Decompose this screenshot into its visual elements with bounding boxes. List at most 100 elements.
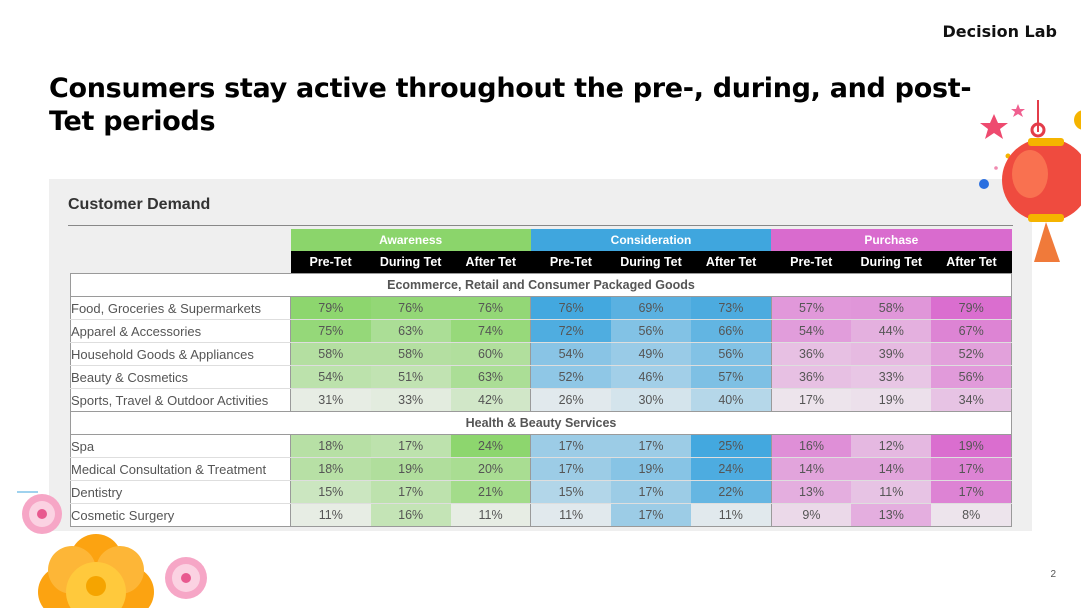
group-header-purchase: Purchase xyxy=(771,229,1012,251)
value-cell: 58% xyxy=(851,296,932,320)
value-cell: 20% xyxy=(450,457,532,481)
value-cell: 11% xyxy=(290,503,371,527)
value-cell: 18% xyxy=(290,457,371,481)
value-cell: 16% xyxy=(771,434,852,458)
subheader-cell: Pre-Tet xyxy=(530,251,611,274)
row-label: Sports, Travel & Outdoor Activities xyxy=(70,388,291,412)
value-cell: 36% xyxy=(771,342,852,366)
page-number: 2 xyxy=(1050,569,1056,580)
group-header-blank xyxy=(71,229,291,251)
value-cell: 58% xyxy=(370,342,451,366)
table-row: Household Goods & Appliances 58% 58% 60% 54%… xyxy=(70,342,1013,366)
value-cell: 57% xyxy=(691,365,772,389)
value-cell: 31% xyxy=(290,388,371,412)
value-cell: 46% xyxy=(610,365,692,389)
value-cell: 76% xyxy=(450,296,532,320)
value-cell: 17% xyxy=(610,503,692,527)
table-row: Dentistry 15% 17% 21% 15% 17% 22% 13% 11% 17% xyxy=(70,480,1013,504)
subheader-cell: Pre-Tet xyxy=(290,251,371,274)
value-cell: 11% xyxy=(691,503,772,527)
value-cell: 79% xyxy=(931,296,1013,320)
value-cell: 58% xyxy=(290,342,371,366)
row-label: Medical Consultation & Treatment xyxy=(70,457,291,481)
value-cell: 36% xyxy=(771,365,852,389)
value-cell: 9% xyxy=(771,503,852,527)
value-cell: 15% xyxy=(290,480,371,504)
row-label: Beauty & Cosmetics xyxy=(70,365,291,389)
value-cell: 33% xyxy=(851,365,932,389)
value-cell: 17% xyxy=(530,457,611,481)
customer-demand-panel: Customer Demand Awareness Consideration … xyxy=(49,179,1032,531)
row-label: Cosmetic Surgery xyxy=(70,503,291,527)
value-cell: 21% xyxy=(450,480,532,504)
value-cell: 51% xyxy=(370,365,451,389)
row-label: Apparel & Accessories xyxy=(70,319,291,343)
value-cell: 72% xyxy=(530,319,611,343)
value-cell: 14% xyxy=(771,457,852,481)
row-label: Spa xyxy=(70,434,291,458)
row-label: Food, Groceries & Supermarkets xyxy=(70,296,291,320)
value-cell: 18% xyxy=(290,434,371,458)
value-cell: 40% xyxy=(691,388,772,412)
value-cell: 17% xyxy=(610,434,692,458)
value-cell: 24% xyxy=(450,434,532,458)
value-cell: 14% xyxy=(851,457,932,481)
value-cell: 54% xyxy=(771,319,852,343)
value-cell: 30% xyxy=(610,388,692,412)
value-cell: 11% xyxy=(530,503,611,527)
value-cell: 57% xyxy=(771,296,852,320)
value-cell: 52% xyxy=(530,365,611,389)
value-cell: 66% xyxy=(691,319,772,343)
value-cell: 56% xyxy=(691,342,772,366)
table-row: Sports, Travel & Outdoor Activities 31% 33… xyxy=(70,388,1013,412)
demand-table: Awareness Consideration Purchase Pre-Tet… xyxy=(70,229,1013,527)
row-label: Dentistry xyxy=(70,480,291,504)
value-cell: 16% xyxy=(370,503,451,527)
value-cell: 49% xyxy=(610,342,692,366)
value-cell: 63% xyxy=(370,319,451,343)
value-cell: 22% xyxy=(691,480,772,504)
value-cell: 67% xyxy=(931,319,1013,343)
value-cell: 17% xyxy=(771,388,852,412)
group-header-consideration: Consideration xyxy=(530,229,772,251)
brand-logo-text: Decision Lab xyxy=(942,22,1057,41)
value-cell: 12% xyxy=(851,434,932,458)
value-cell: 17% xyxy=(370,434,451,458)
value-cell: 17% xyxy=(931,480,1013,504)
value-cell: 19% xyxy=(610,457,692,481)
section-title: Health & Beauty Services xyxy=(70,411,1012,435)
value-cell: 17% xyxy=(931,457,1013,481)
value-cell: 11% xyxy=(851,480,932,504)
group-header-row: Awareness Consideration Purchase xyxy=(71,229,1012,251)
table-row: Medical Consultation & Treatment 18% 19% 20… xyxy=(70,457,1013,481)
value-cell: 56% xyxy=(931,365,1013,389)
panel-divider xyxy=(68,225,1013,226)
value-cell: 13% xyxy=(851,503,932,527)
value-cell: 17% xyxy=(370,480,451,504)
value-cell: 60% xyxy=(450,342,532,366)
value-cell: 74% xyxy=(450,319,532,343)
section-title: Ecommerce, Retail and Consumer Packaged … xyxy=(70,273,1012,297)
value-cell: 73% xyxy=(691,296,772,320)
value-cell: 19% xyxy=(370,457,451,481)
value-cell: 76% xyxy=(370,296,451,320)
value-cell: 52% xyxy=(931,342,1013,366)
row-label: Household Goods & Appliances xyxy=(70,342,291,366)
table-row: Cosmetic Surgery 11% 16% 11% 11% 17% 11% 9% 13% 8… xyxy=(70,503,1013,527)
value-cell: 42% xyxy=(450,388,532,412)
value-cell: 79% xyxy=(290,296,371,320)
table-body: Ecommerce, Retail and Consumer Packaged … xyxy=(70,273,1013,527)
subheader-row: Pre-Tet During Tet After Tet Pre-Tet Dur… xyxy=(71,251,1012,274)
value-cell: 17% xyxy=(530,434,611,458)
value-cell: 54% xyxy=(530,342,611,366)
subheader-cell: After Tet xyxy=(450,251,531,274)
value-cell: 26% xyxy=(530,388,611,412)
table-row: Apparel & Accessories 75% 63% 74% 72% 56% 66% 5… xyxy=(70,319,1013,343)
value-cell: 19% xyxy=(851,388,932,412)
value-cell: 69% xyxy=(610,296,692,320)
value-cell: 76% xyxy=(530,296,611,320)
subheader-cell: After Tet xyxy=(691,251,772,274)
value-cell: 34% xyxy=(931,388,1013,412)
section-row: Ecommerce, Retail and Consumer Packaged … xyxy=(70,273,1012,297)
value-cell: 17% xyxy=(610,480,692,504)
